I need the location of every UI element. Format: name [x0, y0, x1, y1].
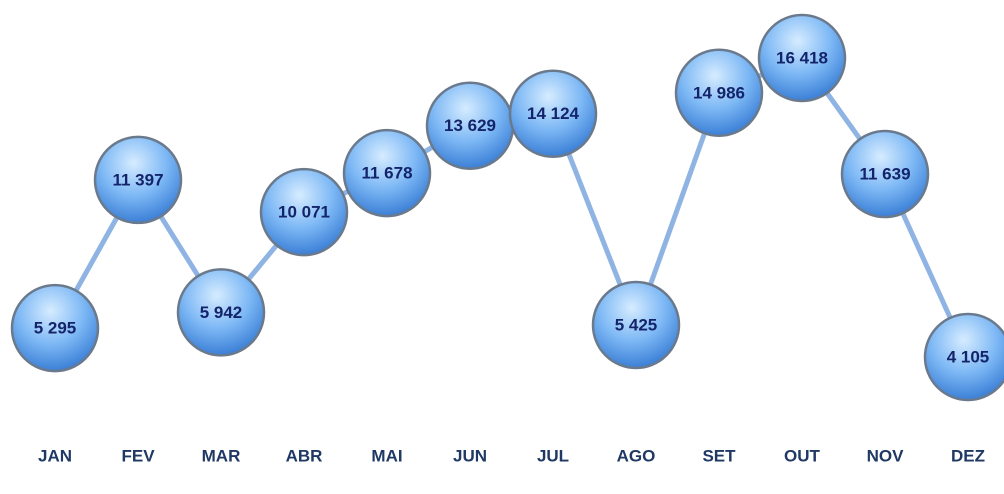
x-tick-label: NOV [867, 446, 905, 465]
x-tick-label: SET [702, 446, 736, 465]
data-label: 14 986 [693, 83, 745, 102]
bubble-marker [508, 69, 598, 158]
data-label: 11 639 [859, 165, 910, 184]
data-label: 11 397 [112, 170, 163, 189]
bubble-marker [259, 167, 349, 257]
bubble-marker [591, 280, 681, 370]
x-tick-label: JUL [537, 446, 569, 465]
data-label: 5 295 [34, 319, 77, 338]
x-tick-label: AGO [617, 446, 656, 465]
data-label: 14 124 [527, 104, 580, 123]
x-tick-label: JAN [38, 446, 72, 465]
data-label: 5 942 [200, 303, 243, 322]
bubble-marker [674, 48, 764, 138]
data-label: 13 629 [444, 116, 496, 135]
data-label: 5 425 [615, 315, 658, 334]
bubble-marker [342, 128, 432, 218]
data-label: 4 105 [947, 347, 990, 366]
x-tick-label: MAI [371, 446, 402, 465]
bubble-marker [10, 283, 100, 373]
x-tick-label: FEV [121, 446, 155, 465]
data-label: 10 071 [278, 203, 330, 222]
bubble-marker [923, 312, 1004, 402]
x-tick-label: OUT [784, 446, 821, 465]
x-tick-label: DEZ [951, 446, 985, 465]
x-tick-label: ABR [286, 446, 323, 465]
x-tick-label: MAR [202, 446, 241, 465]
bubble-marker [757, 13, 847, 103]
data-label: 11 678 [361, 164, 412, 183]
bubble-marker [93, 135, 183, 225]
bubble-marker [840, 129, 930, 219]
bubble-marker [176, 268, 266, 357]
x-tick-label: JUN [453, 446, 487, 465]
data-label: 16 418 [776, 48, 828, 67]
